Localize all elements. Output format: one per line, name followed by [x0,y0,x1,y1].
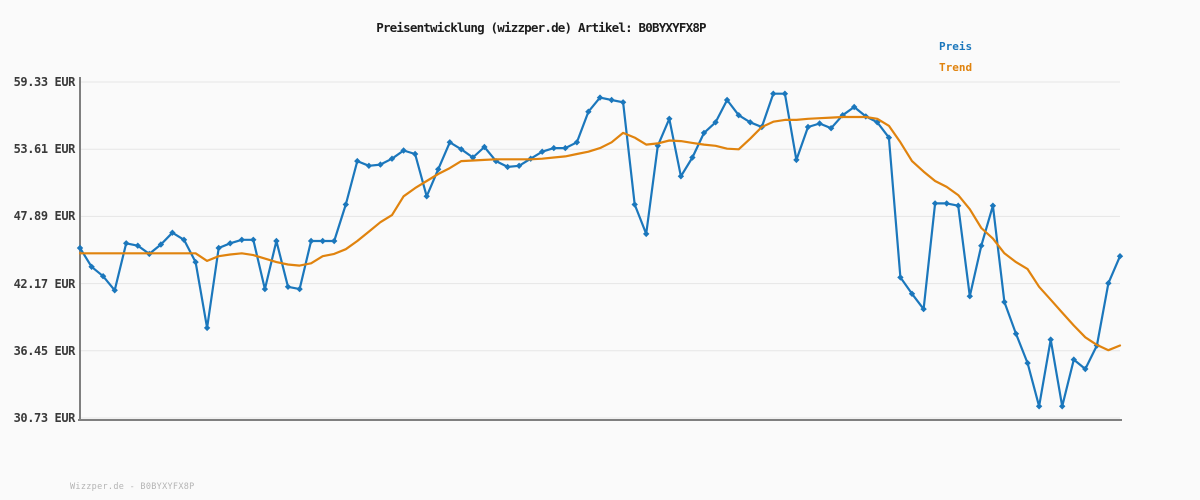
legend-trend-label: Trend [939,61,973,74]
y-axis-tick-label: 47.89 EUR [13,209,76,224]
y-axis-tick-label: 36.45 EUR [13,343,76,358]
preis-markers [76,90,1124,410]
y-axis-tick-label: 42.17 EUR [13,276,76,291]
y-axis-tick-label: 59.33 EUR [13,75,76,89]
chart-title: Preisentwicklung (wizzper.de) Artikel: B… [376,20,706,35]
y-axis-tick-label: 53.61 EUR [13,142,76,157]
legend-preis-label: Preis [939,40,973,53]
y-axis-tick-label: 30.73 EUR [13,411,76,425]
preis-line [78,92,1122,408]
watermark: Wizzper.de - B0BYXYFX8P [70,482,195,492]
trend-line [78,115,1122,352]
